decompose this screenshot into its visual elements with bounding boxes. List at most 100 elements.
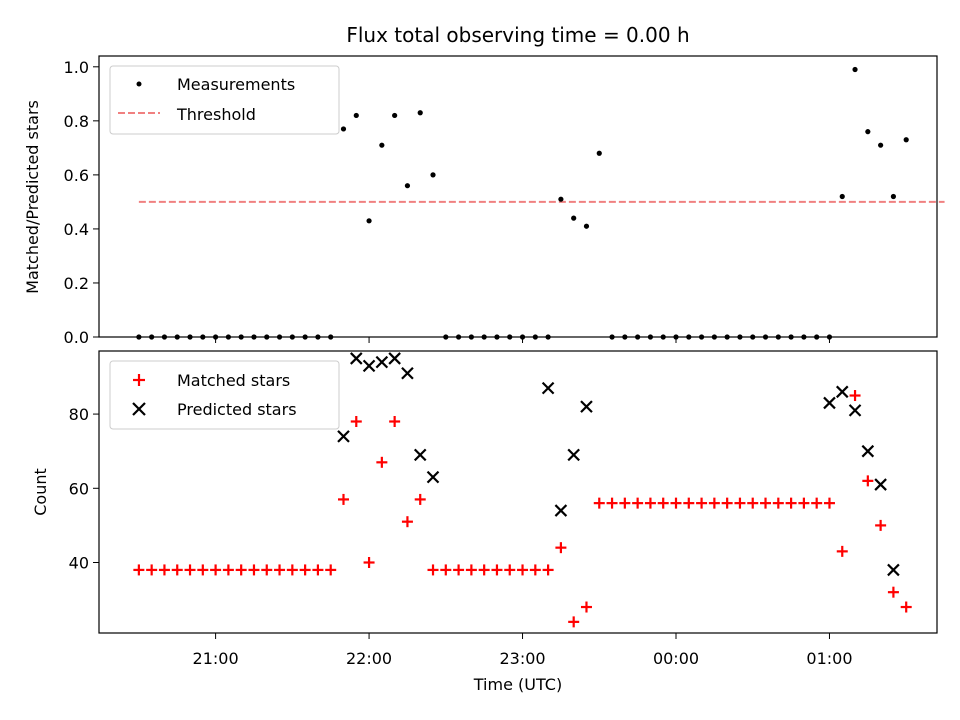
predicted-star-marker <box>874 478 887 491</box>
matched-star-marker <box>491 564 503 576</box>
matched-star-marker <box>696 497 708 509</box>
top-x-ticks <box>215 337 830 343</box>
matched-star-marker <box>721 497 733 509</box>
matched-star-marker <box>772 497 784 509</box>
predicted-star-marker <box>835 385 849 399</box>
bottom-y-ticks: 40 60 80 <box>69 405 99 573</box>
predicted-star-marker <box>337 430 350 443</box>
bottom-x-ticks: 21:00 22:00 23:00 00:00 01:00 <box>193 633 853 668</box>
measurement-point <box>430 172 436 178</box>
matched-star-marker <box>811 497 823 509</box>
x-tick-label: 22:00 <box>346 649 392 668</box>
measurement-point <box>903 137 909 143</box>
matched-star-marker <box>465 564 477 576</box>
matched-star-marker <box>453 564 465 576</box>
measurement-point <box>839 193 845 200</box>
matched-star-marker <box>785 497 797 509</box>
matched-star-marker <box>350 416 362 427</box>
predicted-star-marker <box>388 352 401 365</box>
matched-star-marker <box>210 564 222 576</box>
predicted-star-marker <box>349 352 363 365</box>
bottom-panel: 40 60 80 21:00 22:00 23:00 00:00 01:00 Count T… <box>31 350 938 694</box>
matched-star-marker <box>568 616 580 628</box>
measurement-point <box>571 215 577 221</box>
matched-star-marker <box>760 497 772 509</box>
measurement-point <box>353 112 359 119</box>
legend-measurements-label: Measurements <box>177 75 295 94</box>
matched-star-marker <box>274 564 286 576</box>
matched-star-marker <box>146 564 158 576</box>
x-tick-label: 01:00 <box>806 649 852 668</box>
matched-star-marker <box>619 497 631 509</box>
matched-star-marker <box>734 497 746 509</box>
measurement-point <box>878 142 884 148</box>
predicted-star-marker <box>567 448 580 462</box>
predicted-star-marker <box>426 470 440 484</box>
matched-star-marker <box>312 564 324 576</box>
predicted-star-marker <box>362 359 376 373</box>
measurement-point <box>890 193 897 200</box>
measurement-point <box>379 142 385 148</box>
legend-measurements-marker <box>136 81 142 87</box>
matched-star-marker <box>427 564 439 576</box>
predicted-star-marker <box>861 444 875 458</box>
measurement-point <box>852 66 858 73</box>
matched-star-marker <box>197 564 209 576</box>
matched-star-marker <box>708 497 720 509</box>
matched-star-marker <box>222 564 234 576</box>
matched-star-marker <box>440 564 452 576</box>
matched-star-marker <box>517 564 529 576</box>
matched-star-marker <box>580 601 592 613</box>
matched-star-marker <box>158 564 170 576</box>
top-y-tick-label: 0.0 <box>64 328 89 347</box>
top-y-tick-label: 0.8 <box>64 112 89 131</box>
matched-star-marker <box>363 557 375 568</box>
top-y-tick-label: 0.4 <box>64 220 89 239</box>
legend-predicted-marker <box>132 402 146 416</box>
matched-star-marker <box>504 564 516 576</box>
top-y-axis-label: Matched/Predicted stars <box>23 100 42 294</box>
x-tick-label: 21:00 <box>193 649 239 668</box>
matched-star-marker <box>376 456 388 468</box>
top-y-tick-label: 0.2 <box>64 274 89 293</box>
matched-star-marker <box>555 542 567 554</box>
predicted-star-marker <box>401 366 414 380</box>
predicted-star-marker <box>375 355 389 369</box>
predicted-star-marker <box>554 504 568 517</box>
matched-star-marker <box>644 497 656 509</box>
predicted-star-marker <box>823 396 836 410</box>
legend-matched-marker <box>133 374 145 386</box>
top-y-tick-label: 0.6 <box>64 166 89 185</box>
matched-star-marker <box>389 416 401 427</box>
matched-star-marker <box>862 475 874 487</box>
matched-star-marker <box>606 497 618 509</box>
legend-predicted-label: Predicted stars <box>177 400 297 419</box>
bottom-y-tick-label: 40 <box>69 554 89 573</box>
predicted-star-marker <box>580 400 593 413</box>
matched-star-marker <box>900 601 912 613</box>
matched-star-marker <box>133 564 145 576</box>
top-panel: 0.0 0.2 0.4 0.6 0.8 1.0 Matched/Predicted sta… <box>23 55 945 347</box>
predicted-star-marker <box>887 563 900 577</box>
predicted-star-marker <box>848 404 862 417</box>
matched-star-marker <box>798 497 810 509</box>
bottom-y-tick-label: 80 <box>69 405 89 424</box>
measurement-point <box>596 150 602 156</box>
top-y-tick-label: 1.0 <box>64 58 89 77</box>
predicted-star-marker <box>413 448 427 462</box>
measurement-point <box>404 183 411 189</box>
matched-star-marker <box>235 564 247 576</box>
matched-star-marker <box>747 497 759 509</box>
matched-star-marker <box>542 564 554 576</box>
matched-star-marker <box>875 519 887 531</box>
matched-star-marker <box>632 497 644 509</box>
x-axis-label: Time (UTC) <box>473 675 562 694</box>
x-tick-label: 00:00 <box>653 649 699 668</box>
bottom-y-tick-label: 60 <box>69 479 89 498</box>
matched-star-marker <box>529 564 541 576</box>
matched-star-marker <box>887 586 899 598</box>
measurement-point <box>583 223 590 229</box>
legend-matched-label: Matched stars <box>177 371 290 390</box>
matched-star-marker <box>337 493 349 505</box>
